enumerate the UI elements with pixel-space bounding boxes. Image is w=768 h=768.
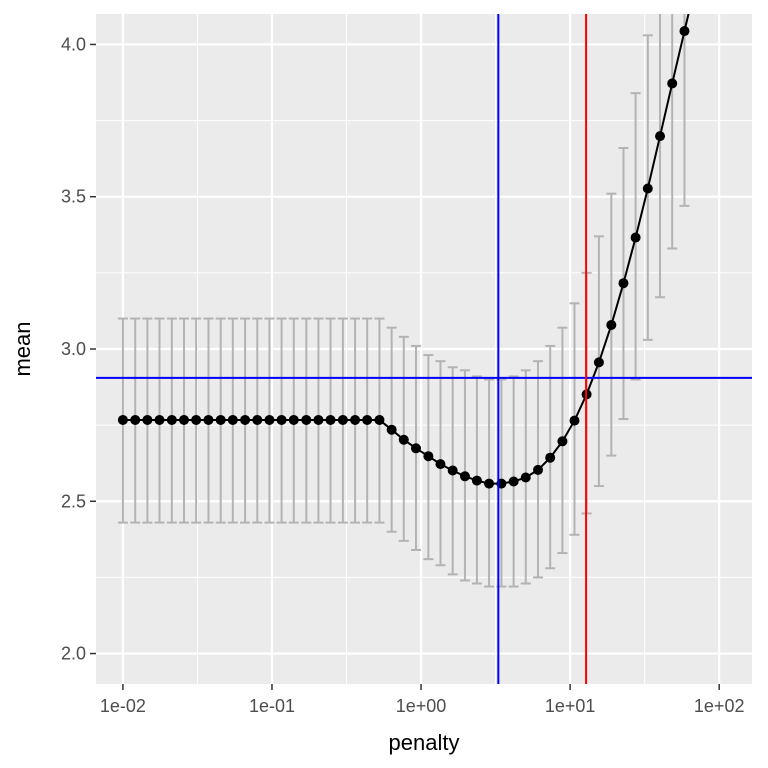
data-point <box>471 475 482 486</box>
data-point <box>398 434 409 445</box>
y-tick-label: 2.5 <box>61 491 86 511</box>
data-point <box>130 414 141 425</box>
data-point <box>374 414 385 425</box>
data-point <box>203 414 214 425</box>
data-point <box>350 414 361 425</box>
data-point <box>227 414 238 425</box>
data-point <box>264 414 275 425</box>
y-axis-title: mean <box>10 321 35 376</box>
data-point <box>569 415 580 426</box>
data-point <box>301 414 312 425</box>
data-point <box>325 414 336 425</box>
axes: 1e-02 1e-01 1e+00 1e+01 1e+02 2.0 2.5 3.0 3.5 4.0 <box>61 34 745 716</box>
data-point <box>215 414 226 425</box>
data-point <box>386 424 397 435</box>
x-tick-label: 1e+00 <box>396 696 447 716</box>
data-point <box>557 436 568 447</box>
data-point <box>154 414 165 425</box>
data-point <box>533 464 544 475</box>
data-point <box>276 414 287 425</box>
data-point <box>459 471 470 482</box>
data-point <box>667 78 678 89</box>
data-point <box>166 414 177 425</box>
data-point <box>520 472 531 483</box>
x-tick-label: 1e+01 <box>545 696 596 716</box>
data-point <box>655 131 666 142</box>
y-tick-label: 3.5 <box>61 187 86 207</box>
data-point <box>679 26 690 37</box>
x-tick-label: 1e-02 <box>100 696 146 716</box>
data-point <box>252 414 263 425</box>
data-point <box>337 414 348 425</box>
x-tick-label: 1e-01 <box>249 696 295 716</box>
data-point <box>545 452 556 463</box>
data-point <box>142 414 153 425</box>
data-point <box>484 478 495 489</box>
data-point <box>240 414 251 425</box>
data-point <box>618 278 629 289</box>
data-point <box>508 476 519 487</box>
data-point <box>593 357 604 368</box>
x-tick-label: 1e+02 <box>694 696 745 716</box>
data-point <box>435 459 446 470</box>
data-point <box>288 414 299 425</box>
y-tick-label: 2.0 <box>61 644 86 664</box>
data-point <box>410 443 421 454</box>
data-point <box>642 183 653 194</box>
data-point <box>447 465 458 476</box>
y-tick-label: 4.0 <box>61 34 86 54</box>
data-point <box>606 319 617 330</box>
data-point <box>313 414 324 425</box>
x-axis-title: penalty <box>389 730 460 755</box>
mean-points <box>117 26 690 489</box>
data-point <box>179 414 190 425</box>
y-tick-label: 3.0 <box>61 339 86 359</box>
reference-lines <box>96 14 752 684</box>
data-point <box>362 414 373 425</box>
data-point <box>630 232 641 243</box>
data-point <box>117 414 128 425</box>
data-point <box>423 451 434 462</box>
data-point <box>191 414 202 425</box>
grid-lines <box>96 14 752 684</box>
